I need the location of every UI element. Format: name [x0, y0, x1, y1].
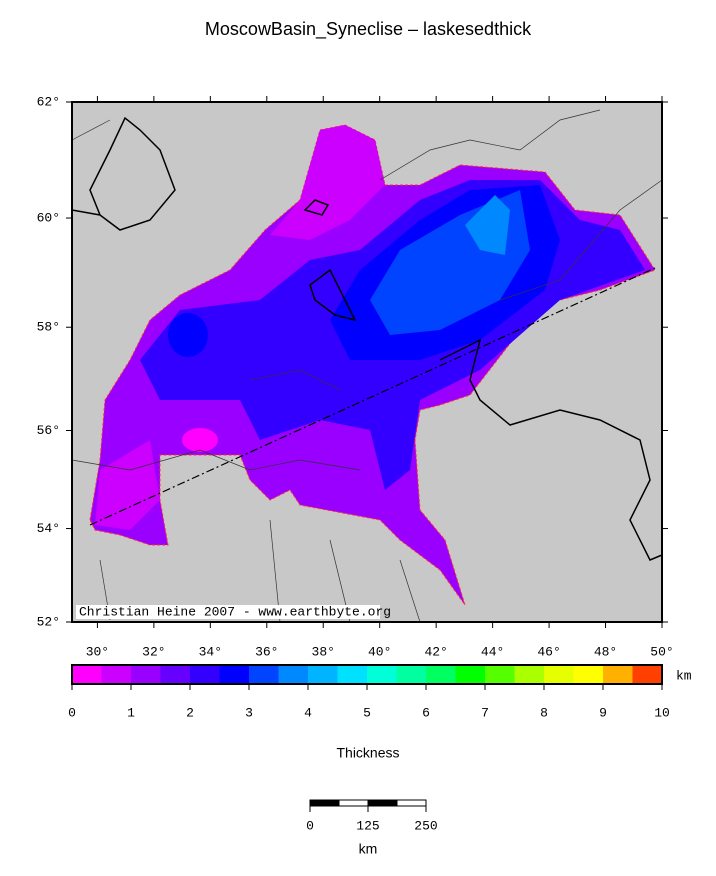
colorbar-swatch	[544, 665, 574, 684]
credit-box	[76, 605, 380, 619]
colorbar-swatch	[249, 665, 279, 684]
basin	[89, 124, 656, 606]
colorbar-tick-label: 8	[540, 705, 548, 720]
colorbar-tick-label: 6	[422, 705, 430, 720]
colorbar-swatch	[337, 665, 368, 684]
colorbar-swatch	[426, 665, 456, 684]
border	[71, 109, 663, 623]
colorbar-swatch	[485, 665, 515, 684]
scalebar-segment	[309, 799, 340, 807]
lat-label: 62°	[37, 94, 60, 109]
colorbar-swatch	[72, 665, 102, 684]
colorbar-tick-label: 4	[304, 705, 312, 720]
lon-label: 42°	[424, 644, 447, 659]
scalebar-segment	[396, 799, 427, 807]
river	[439, 338, 663, 561]
map-frame	[71, 101, 663, 623]
colorbar-swatch	[160, 665, 191, 684]
colorbar-label: Thickness	[336, 745, 399, 761]
lon-label: 30°	[86, 644, 109, 659]
lon-label: 32°	[142, 644, 165, 659]
lat-label: 60°	[37, 210, 60, 225]
lon-label: 48°	[594, 644, 617, 659]
lon-label: 38°	[312, 644, 335, 659]
coastline	[71, 116, 176, 231]
lon-label: 50°	[650, 644, 673, 659]
lon-label: 36°	[255, 644, 278, 659]
lon-label: 34°	[199, 644, 222, 659]
colorbar-tick-label: 1	[127, 705, 135, 720]
colorbar-tick-label: 10	[654, 705, 670, 720]
colorbar-unit: km	[676, 668, 692, 683]
scalebar-segment	[367, 799, 398, 807]
scalebar-unit: km	[359, 841, 378, 857]
colorbar-swatch	[455, 665, 486, 684]
colorbar-swatch	[190, 665, 220, 684]
scalebar-label: 250	[414, 818, 437, 833]
colorbar-swatch	[308, 665, 338, 684]
colorbar-swatch	[101, 665, 132, 684]
lat-label: 52°	[37, 614, 60, 629]
scalebar-label: 0	[306, 818, 314, 833]
basin-zone	[270, 125, 385, 240]
colorbar-swatch	[603, 665, 633, 684]
basin-zone	[95, 440, 160, 530]
credit: Christian Heine 2007 - www.earthbyte.org	[79, 604, 391, 619]
colorbar-tick-label: 5	[363, 705, 371, 720]
title: MoscowBasin_Syneclise – laskesedthick	[205, 19, 532, 40]
profile-line	[89, 267, 656, 526]
basin-zone	[168, 313, 208, 357]
lat-label: 54°	[37, 521, 60, 536]
colorbar-swatch	[278, 665, 309, 684]
colorbar-swatch	[514, 665, 545, 684]
lon-label: 40°	[368, 644, 391, 659]
colorbar-swatch	[367, 665, 397, 684]
lat-label: 58°	[37, 320, 60, 335]
scalebar-segment	[338, 799, 369, 807]
colorbar-tick-label: 2	[186, 705, 194, 720]
lake	[303, 199, 357, 322]
scalebar-label: 125	[356, 818, 379, 833]
colorbar-swatch	[396, 665, 427, 684]
lon-label: 44°	[481, 644, 504, 659]
colorbar-swatch	[219, 665, 250, 684]
lon-label: 46°	[537, 644, 560, 659]
colorbar-tick-label: 9	[599, 705, 607, 720]
colorbar-tick-label: 7	[481, 705, 489, 720]
colorbar-swatch	[632, 665, 663, 684]
coastlines	[71, 109, 663, 623]
basin-zone	[465, 195, 510, 255]
colorbar-tick-label: 3	[245, 705, 253, 720]
colorbar-swatch	[573, 665, 604, 684]
colorbar-tick-label: 0	[68, 705, 76, 720]
lat-label: 56°	[37, 423, 60, 438]
basin-zone	[182, 428, 218, 452]
colorbar-swatch	[131, 665, 161, 684]
